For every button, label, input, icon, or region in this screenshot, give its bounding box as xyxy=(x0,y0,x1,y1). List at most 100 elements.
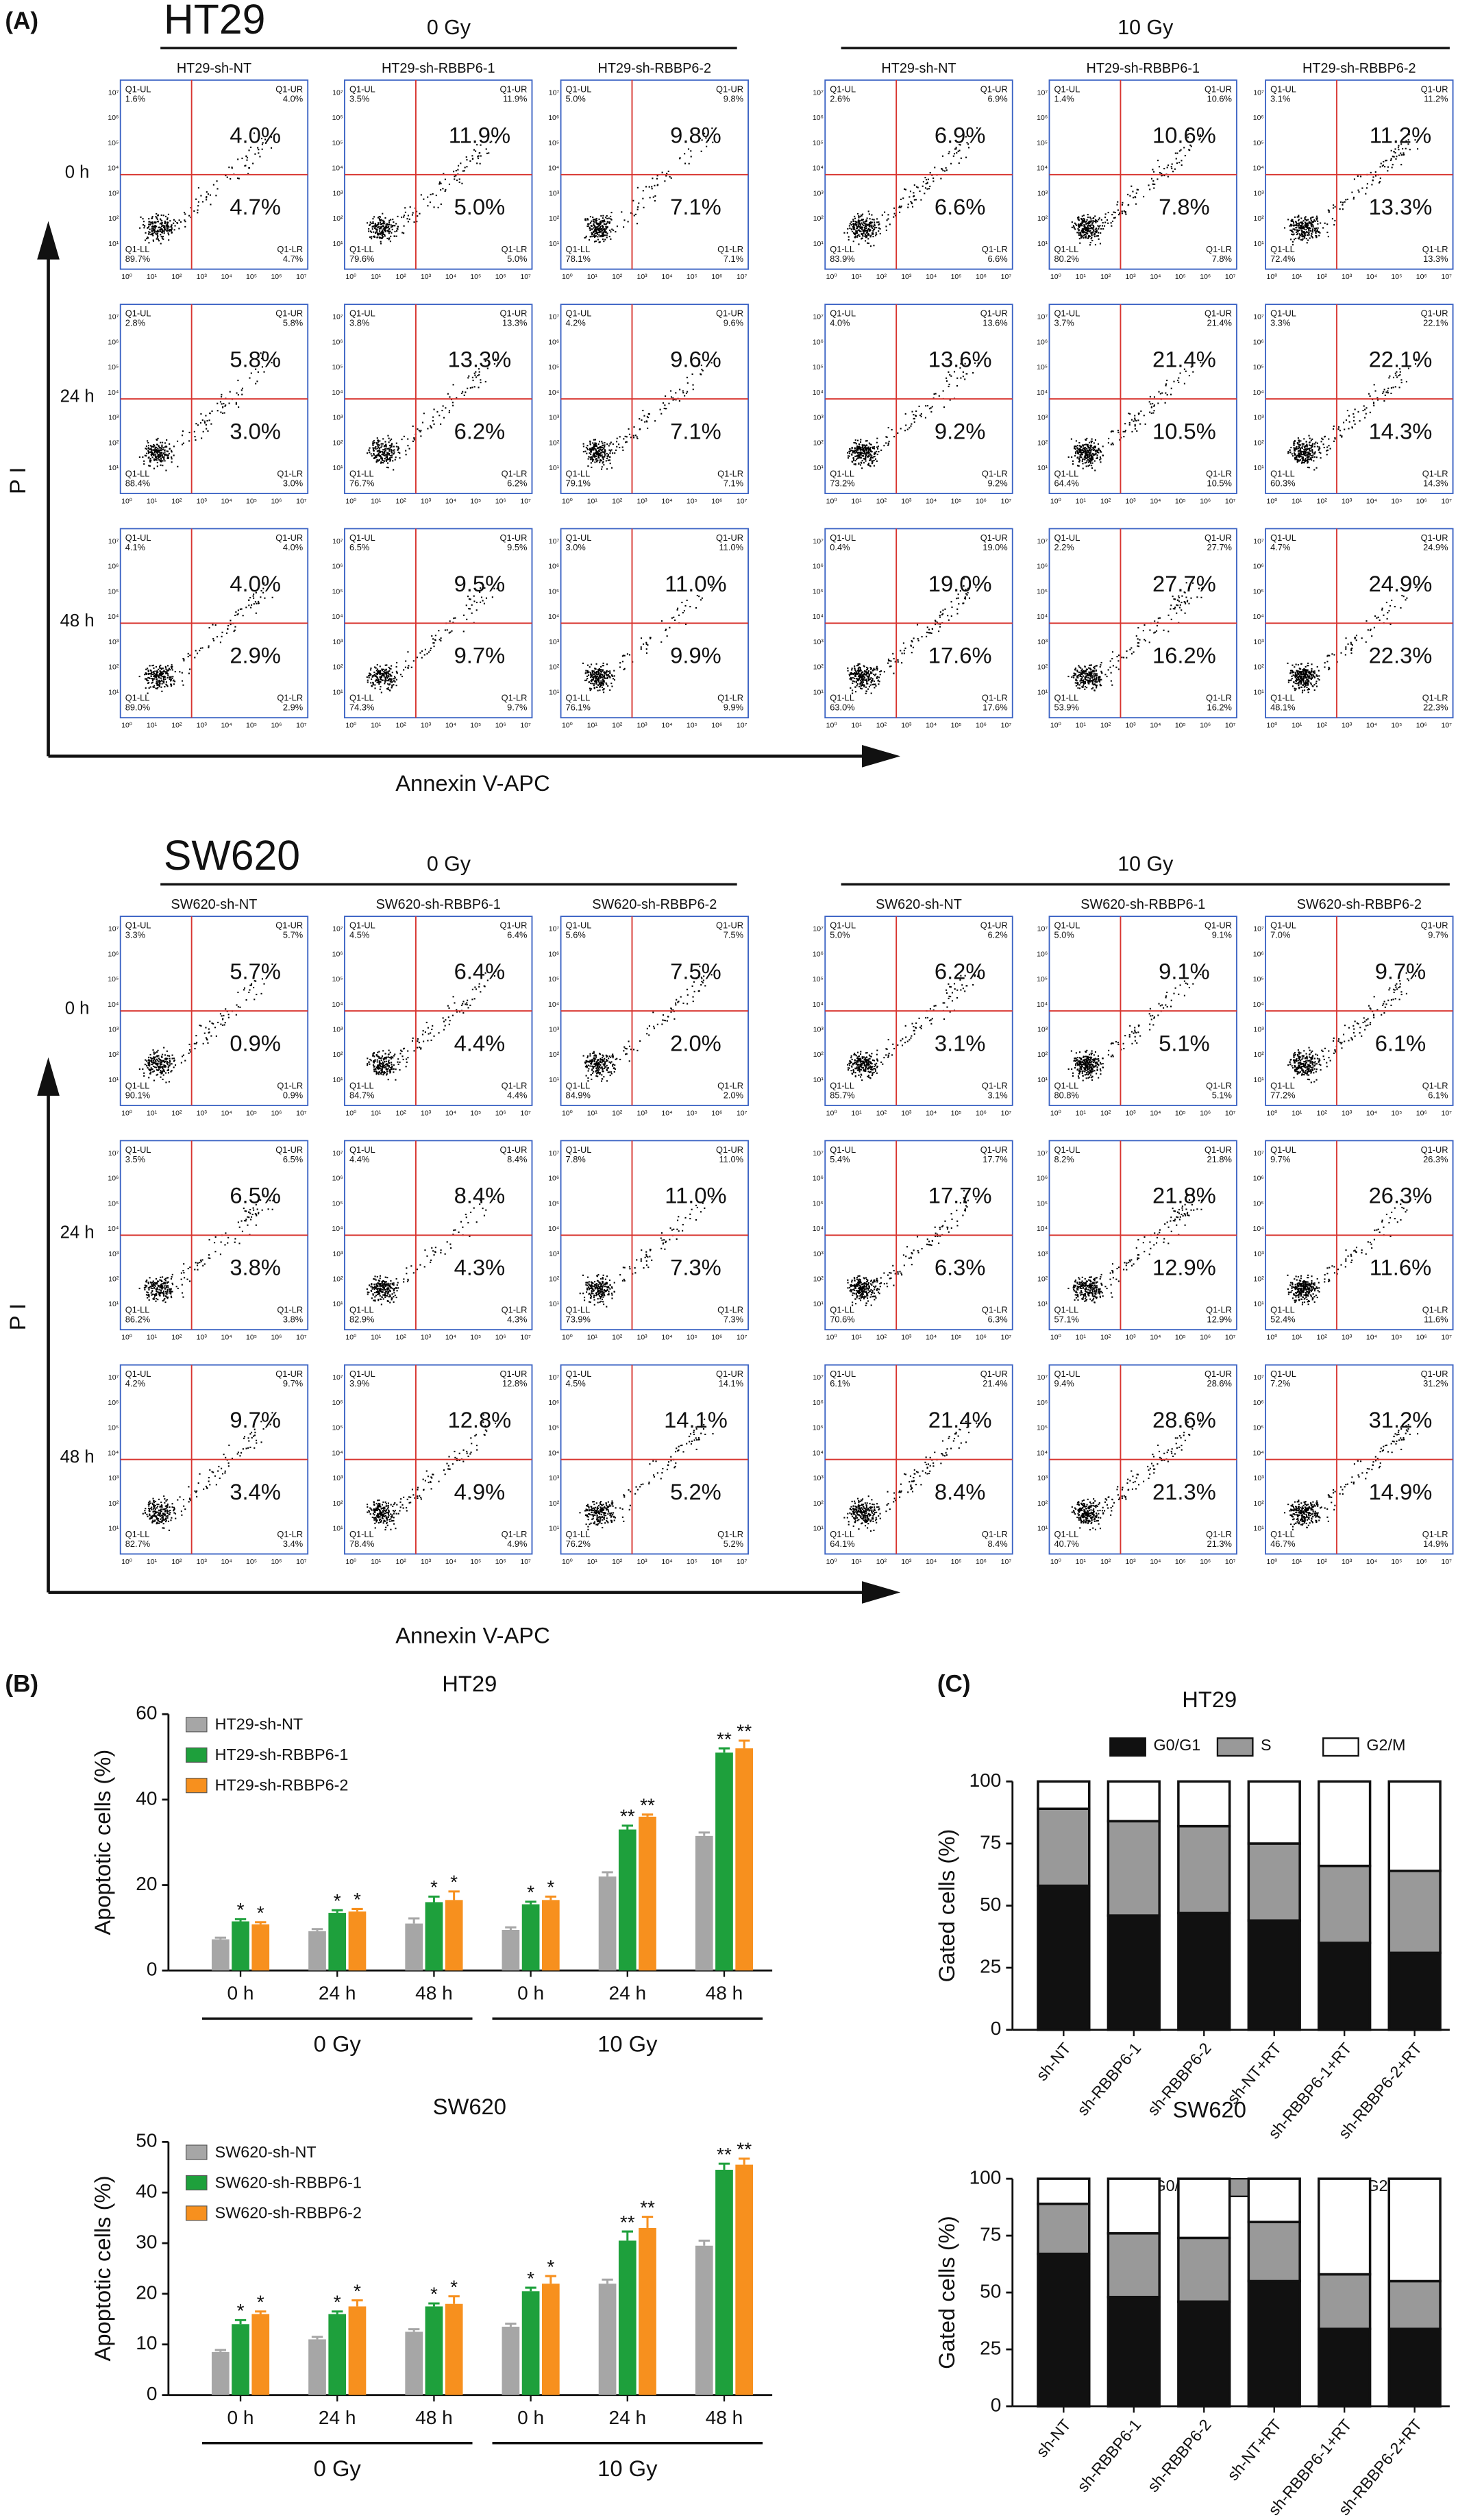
event-dot xyxy=(892,652,894,655)
event-dot xyxy=(605,227,607,229)
event-dot xyxy=(1134,424,1136,426)
event-dot xyxy=(859,216,861,218)
event-dot xyxy=(593,670,595,672)
event-dot xyxy=(1298,238,1300,240)
event-dot xyxy=(376,450,378,452)
event-dot xyxy=(461,182,463,184)
event-dot xyxy=(1306,234,1309,236)
event-dot xyxy=(871,455,873,457)
event-dot xyxy=(685,392,687,395)
event-dot xyxy=(152,446,155,448)
event-dot xyxy=(1089,225,1091,228)
event-dot xyxy=(375,461,378,463)
event-dot xyxy=(1078,217,1080,219)
event-dot xyxy=(852,227,854,229)
event-dot xyxy=(598,683,601,685)
event-dot xyxy=(608,449,610,451)
event-dot xyxy=(456,180,458,182)
event-dot xyxy=(1373,404,1375,406)
event-dot xyxy=(456,397,458,399)
event-dot xyxy=(471,604,473,606)
event-dot xyxy=(899,205,901,208)
event-dot xyxy=(389,241,392,243)
event-dot xyxy=(472,380,474,382)
event-dot xyxy=(162,465,164,467)
event-dot xyxy=(925,405,927,407)
event-dot xyxy=(380,692,382,694)
event-dot xyxy=(151,681,153,683)
event-dot xyxy=(1308,448,1310,450)
lr-percent: 9.9% xyxy=(670,643,721,668)
event-dot xyxy=(862,219,865,221)
event-dot xyxy=(245,155,247,157)
event-dot xyxy=(593,445,595,447)
event-dot xyxy=(147,450,149,452)
event-dot xyxy=(1084,226,1086,228)
event-dot xyxy=(911,652,913,654)
event-dot xyxy=(448,410,451,412)
event-dot xyxy=(380,672,382,674)
event-dot xyxy=(1309,454,1311,456)
event-dot xyxy=(965,593,967,595)
event-dot xyxy=(595,448,597,450)
event-dot xyxy=(382,443,384,445)
event-dot xyxy=(865,671,867,673)
event-dot xyxy=(1320,457,1322,459)
event-dot xyxy=(1078,441,1080,444)
x-tick-label: 10⁶ xyxy=(711,497,722,505)
event-dot xyxy=(603,241,605,243)
event-dot xyxy=(600,682,602,684)
event-dot xyxy=(166,673,169,675)
event-dot xyxy=(597,447,600,449)
event-dot xyxy=(589,229,591,232)
event-dot xyxy=(610,231,612,233)
event-dot xyxy=(1298,219,1300,221)
event-dot xyxy=(445,188,447,191)
event-dot xyxy=(1405,380,1407,382)
event-dot xyxy=(381,237,384,239)
event-dot xyxy=(245,607,247,609)
event-dot xyxy=(1089,235,1091,237)
event-dot xyxy=(1387,166,1389,168)
flow-plot xyxy=(344,304,533,494)
event-dot xyxy=(386,462,389,464)
event-dot xyxy=(888,441,890,443)
event-dot xyxy=(603,231,605,233)
event-dot xyxy=(240,389,243,391)
event-dot xyxy=(857,448,859,450)
dose-label: 0 Gy xyxy=(427,16,471,39)
event-dot xyxy=(169,448,171,450)
event-dot xyxy=(1296,229,1298,231)
event-dot xyxy=(628,433,631,435)
event-dot xyxy=(1130,419,1133,421)
event-dot xyxy=(395,678,397,681)
event-dot xyxy=(865,452,867,454)
event-dot xyxy=(852,459,855,461)
event-dot xyxy=(212,624,214,626)
event-dot xyxy=(855,223,858,225)
event-dot xyxy=(375,224,377,226)
event-dot xyxy=(633,215,635,217)
event-dot xyxy=(869,446,872,449)
event-dot xyxy=(1079,456,1081,458)
event-dot xyxy=(164,446,166,448)
event-dot xyxy=(1296,230,1298,232)
lr-percent: 10.5% xyxy=(1152,418,1216,443)
event-dot xyxy=(1166,380,1168,382)
event-dot xyxy=(682,611,684,614)
quadrant-value: 11.0% xyxy=(719,542,743,552)
event-dot xyxy=(453,617,455,620)
event-dot xyxy=(1135,419,1137,422)
event-dot xyxy=(1118,214,1120,216)
event-dot xyxy=(147,237,149,239)
event-dot xyxy=(590,676,592,678)
event-dot xyxy=(407,651,409,653)
event-dot xyxy=(678,400,680,402)
event-dot xyxy=(379,678,382,680)
event-dot xyxy=(1299,221,1301,224)
event-dot xyxy=(404,211,406,213)
event-dot xyxy=(652,178,654,180)
y-tick-label: 10⁴ xyxy=(1037,164,1048,173)
event-dot xyxy=(1333,440,1335,442)
event-dot xyxy=(393,451,395,453)
